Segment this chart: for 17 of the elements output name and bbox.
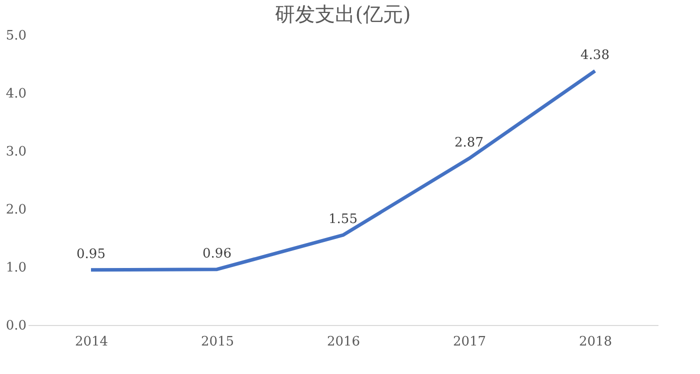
data-label: 0.96 <box>202 246 232 262</box>
y-tick-label: 3.0 <box>6 144 26 160</box>
x-tick-label: 2018 <box>578 334 612 350</box>
y-tick-label: 1.0 <box>6 260 26 276</box>
data-label: 1.55 <box>328 212 358 228</box>
data-label: 0.95 <box>76 246 106 262</box>
x-tick-label: 2017 <box>452 334 486 350</box>
chart-title: 研发支出(亿元) <box>275 2 411 26</box>
x-tick-label: 2015 <box>200 334 234 350</box>
y-tick-label: 2.0 <box>6 202 26 218</box>
data-label: 2.87 <box>454 136 484 151</box>
data-label: 4.38 <box>580 48 610 63</box>
y-tick-label: 5.0 <box>6 28 26 44</box>
x-tick-label: 2014 <box>74 334 108 350</box>
y-tick-label: 0.0 <box>6 318 26 334</box>
x-tick-label: 2016 <box>326 334 360 350</box>
y-tick-label: 4.0 <box>6 86 26 102</box>
